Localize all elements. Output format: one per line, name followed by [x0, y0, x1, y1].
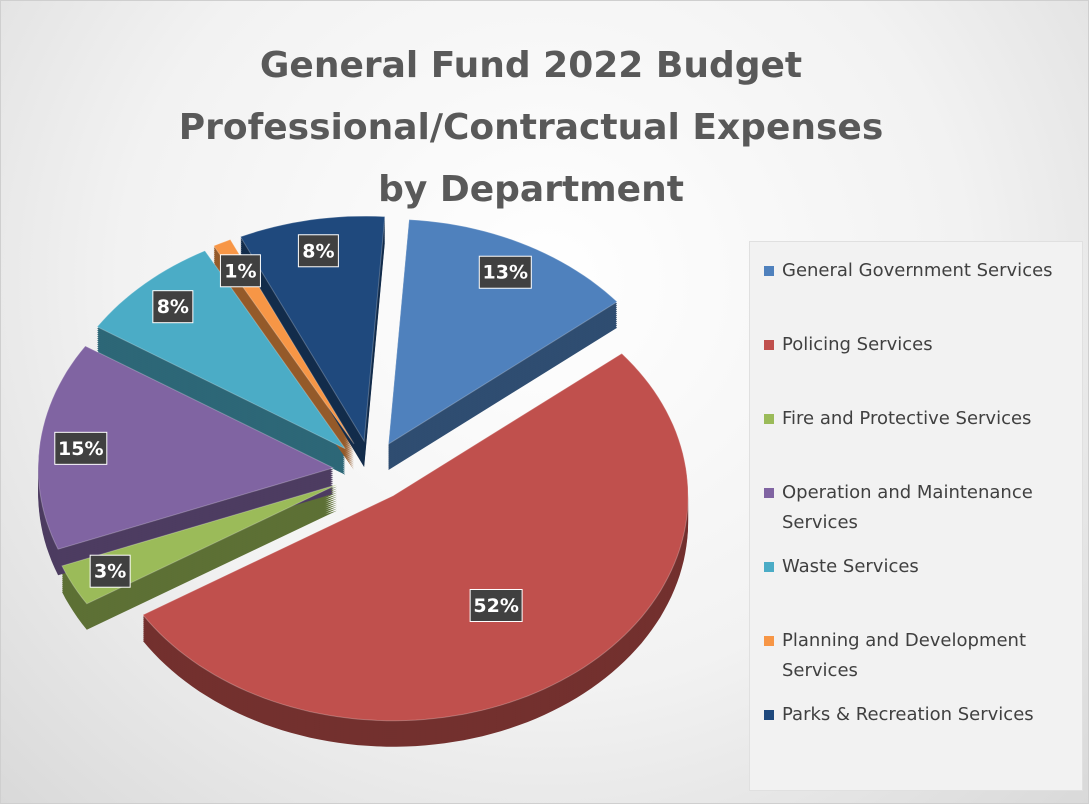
legend-label: Fire and Protective Services [782, 408, 1032, 429]
legend-entry: Operation and Maintenance Services [764, 478, 1074, 552]
data-label: 8% [302, 240, 334, 262]
data-label-box [478, 255, 532, 289]
slice [61, 484, 338, 605]
legend-label: Operation and Maintenance Services [782, 482, 1033, 533]
legend-swatch [764, 266, 774, 276]
data-label: 15% [58, 438, 103, 460]
slice [142, 352, 689, 722]
legend-swatch [764, 414, 774, 424]
slice [239, 215, 386, 443]
legend-entry: Waste Services [764, 552, 1074, 626]
legend-swatch [764, 562, 774, 572]
data-label: 13% [483, 262, 528, 284]
legend-swatch [764, 636, 774, 646]
data-label: 8% [157, 296, 189, 318]
chart-title: General Fund 2022 Budget Professional/Co… [178, 45, 884, 210]
slice [387, 219, 618, 445]
legend: General Government Services Policing Serv… [749, 241, 1083, 791]
legend-label: Parks & Recreation Services [782, 704, 1034, 725]
slice [212, 238, 355, 445]
data-label: 52% [473, 595, 518, 617]
data-label-box [152, 290, 194, 324]
legend-label: Policing Services [782, 334, 933, 355]
data-label-box [469, 589, 523, 623]
data-label: 3% [94, 561, 126, 583]
slice [37, 345, 335, 550]
data-label: 1% [224, 260, 256, 282]
legend-label: Waste Services [782, 556, 919, 577]
legend-swatch [764, 488, 774, 498]
legend-entry: General Government Services [764, 256, 1074, 330]
legend-label: General Government Services [782, 260, 1053, 281]
data-label-box [297, 234, 339, 268]
data-label-box [219, 254, 261, 288]
legend-swatch [764, 340, 774, 350]
legend-entry: Fire and Protective Services [764, 404, 1074, 478]
legend-entry: Parks & Recreation Services [764, 700, 1074, 774]
data-label-box [54, 431, 108, 465]
legend-swatch [764, 710, 774, 720]
legend-label: Planning and Development Services [782, 630, 1027, 681]
pie-area: 13% 52% 3% 15% 8% 1% 8% [37, 215, 689, 747]
data-label-box [89, 554, 131, 588]
legend-entry: Policing Services [764, 330, 1074, 404]
legend-entry: Planning and Development Services [764, 626, 1074, 700]
